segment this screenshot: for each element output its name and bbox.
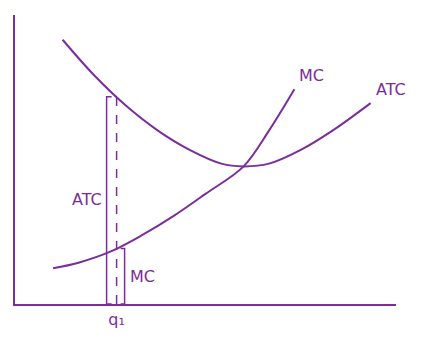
svg-text:ATC: ATC	[376, 80, 406, 99]
svg-text:MC: MC	[130, 267, 155, 286]
svg-text:ATC: ATC	[72, 190, 102, 209]
svg-text:q₁: q₁	[108, 310, 125, 329]
svg-text:MC: MC	[299, 66, 324, 85]
